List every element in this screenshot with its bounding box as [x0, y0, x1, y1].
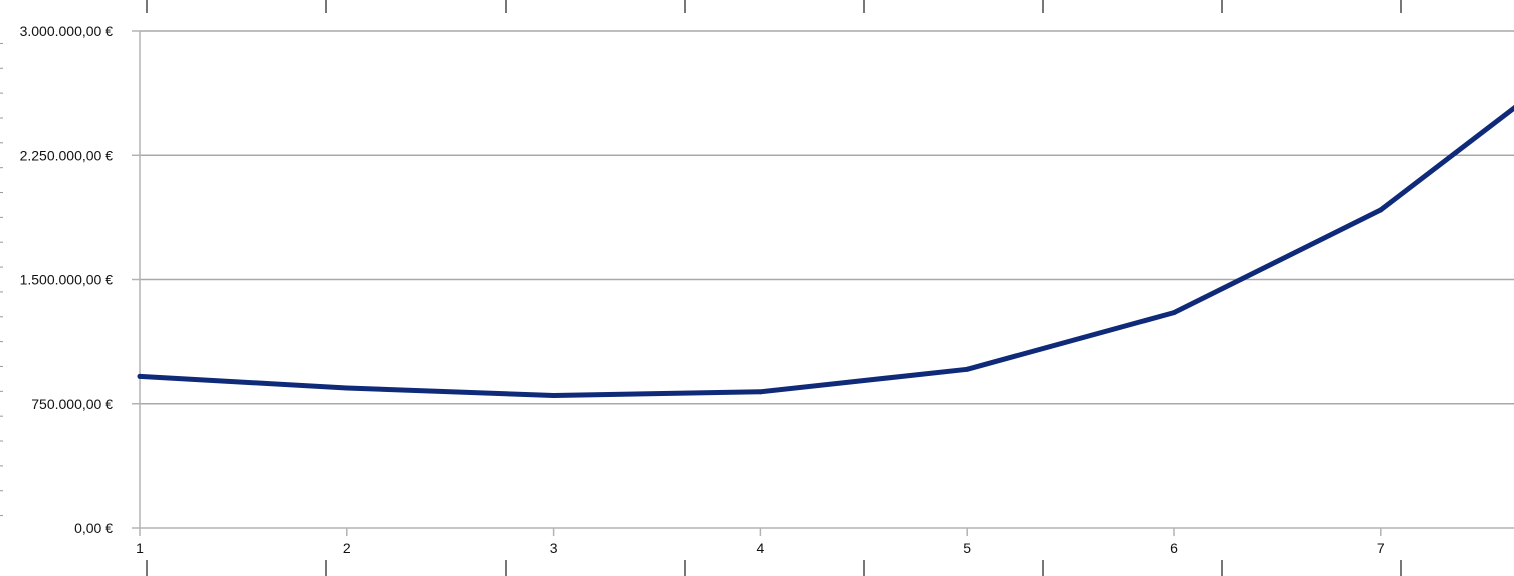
series-group: [137, 105, 1514, 398]
data-point-0-5: [1171, 310, 1177, 316]
gridlines: [140, 30, 1514, 405]
y-tick-label-2: 1.500.000,00 €: [20, 272, 114, 288]
series-line-0: [137, 105, 1514, 398]
x-axis-tick-labels: 1 2 3 4 5 6 7: [136, 540, 1385, 556]
data-point-0-4: [964, 366, 970, 372]
y-tick-label-3: 2.250.000,00 €: [20, 147, 114, 163]
y-tick-label-0: 0,00 €: [74, 520, 113, 536]
axes: [0, 30, 1514, 536]
y-tick-label-1: 750.000,00 €: [31, 396, 113, 412]
y-tick-label-4: 3.000.000,00 €: [20, 23, 114, 39]
frame-tick-marks: [146, 0, 1402, 576]
data-point-0-3: [757, 389, 763, 395]
x-tick-label-5: 6: [1170, 540, 1178, 556]
data-point-0-1: [344, 385, 350, 391]
data-point-0-2: [551, 392, 557, 398]
x-tick-label-3: 4: [757, 540, 765, 556]
y-axis-tick-labels: 0,00 € 750.000,00 € 1.500.000,00 € 2.250.00…: [20, 23, 114, 536]
x-tick-label-1: 2: [343, 540, 351, 556]
data-point-0-0: [137, 373, 143, 379]
data-point-0-6: [1378, 207, 1384, 213]
x-tick-label-0: 1: [136, 540, 144, 556]
x-tick-label-2: 3: [550, 540, 558, 556]
x-tick-label-4: 5: [963, 540, 971, 556]
x-tick-label-6: 7: [1377, 540, 1385, 556]
